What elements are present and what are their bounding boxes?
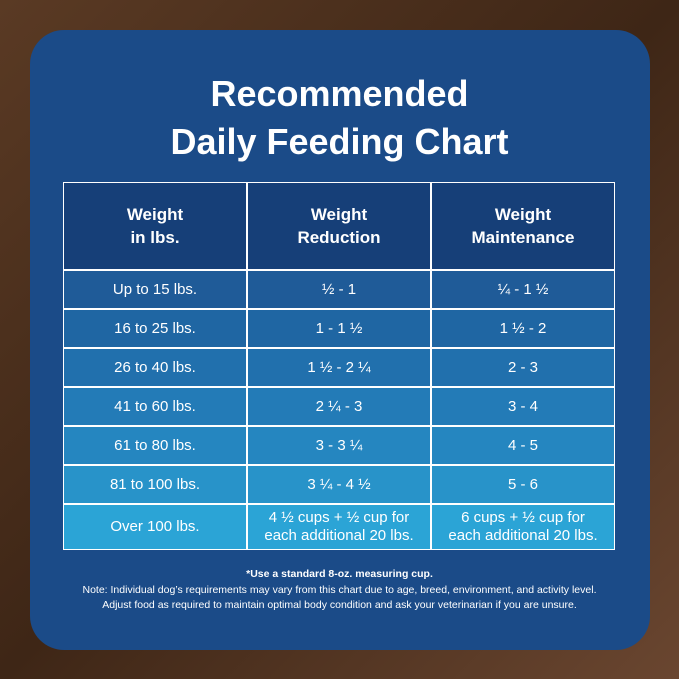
cell-text: 2 - 3 [507,358,538,376]
header-text: Maintenance [471,228,575,247]
table-cell: 1 ½ - 2 ¼ [247,348,431,387]
cell-text: 1 - 1 ½ [315,319,363,337]
footnote: *Use a standard 8-oz. measuring cup. Note… [0,567,679,614]
cell-text: 5 - 6 [507,475,538,493]
table-cell: 4 - 5 [431,426,615,465]
table-cell: 16 to 25 lbs. [63,309,247,348]
cell-text: 1 ½ - 2 ¼ [307,358,371,376]
cell-text: Over 100 lbs. [110,518,200,535]
cell-text: each additional 20 lbs. [264,527,414,544]
cell-text: 3 ¼ - 4 ½ [307,475,371,493]
footnote-line: Note: Individual dog’s requirements may … [82,583,597,596]
cell-text: Up to 15 lbs. [112,280,198,298]
table-cell: 1 ½ - 2 [431,309,615,348]
cell-text: ½ - 1 [321,280,357,298]
table-cell: ¼ - 1 ½ [431,270,615,309]
cell-text: 4 - 5 [507,436,538,454]
header-text: Reduction [297,228,381,247]
table-cell: 2 ¼ - 3 [247,387,431,426]
cell-text: 2 ¼ - 3 [315,397,363,415]
title-line: Recommended [210,73,469,114]
header-text: in lbs. [130,228,180,247]
title: Recommended Daily Feeding Chart [0,70,679,166]
table-cell: 3 ¼ - 4 ½ [247,465,431,504]
table-cell: 5 - 6 [431,465,615,504]
table-cell: 6 cups + ½ cup for each additional 20 lbs… [431,504,615,550]
table-cell: ½ - 1 [247,270,431,309]
cell-text: 3 - 4 [507,397,538,415]
cell-text: 1 ½ - 2 [499,319,547,337]
table-cell: 26 to 40 lbs. [63,348,247,387]
header-cell: Weight Reduction [247,182,431,270]
cell-text: ¼ - 1 ½ [497,280,549,298]
footnote-line: *Use a standard 8-oz. measuring cup. [246,568,433,580]
cell-text: 3 - 3 ¼ [315,436,363,454]
title-line: Daily Feeding Chart [170,121,509,162]
table-cell: 4 ½ cups + ½ cup for each additional 20 l… [247,504,431,550]
cell-text: 81 to 100 lbs. [109,475,201,493]
cell-text: 16 to 25 lbs. [114,319,196,337]
table-cell: Over 100 lbs. [63,504,247,550]
cell-text: 61 to 80 lbs. [114,436,196,454]
table-cell: 41 to 60 lbs. [63,387,247,426]
header-text: Weight [126,205,184,224]
table-cell: 3 - 3 ¼ [247,426,431,465]
table-cell: 81 to 100 lbs. [63,465,247,504]
table-cell: Up to 15 lbs. [63,270,247,309]
header-text: Weight [494,205,552,224]
header-cell: Weight in lbs. [63,182,247,270]
table-cell: 3 - 4 [431,387,615,426]
table-cell: 1 - 1 ½ [247,309,431,348]
cell-text: each additional 20 lbs. [448,527,598,544]
cell-text: 6 cups + ½ cup for [461,509,585,526]
header-cell: Weight Maintenance [431,182,615,270]
cell-text: 26 to 40 lbs. [114,358,196,376]
cell-text: 41 to 60 lbs. [114,397,196,415]
header-text: Weight [310,205,368,224]
table-cell: 2 - 3 [431,348,615,387]
footnote-line: Adjust food as required to maintain opti… [102,599,577,611]
cell-text: 4 ½ cups + ½ cup for [268,509,410,526]
table-cell: 61 to 80 lbs. [63,426,247,465]
